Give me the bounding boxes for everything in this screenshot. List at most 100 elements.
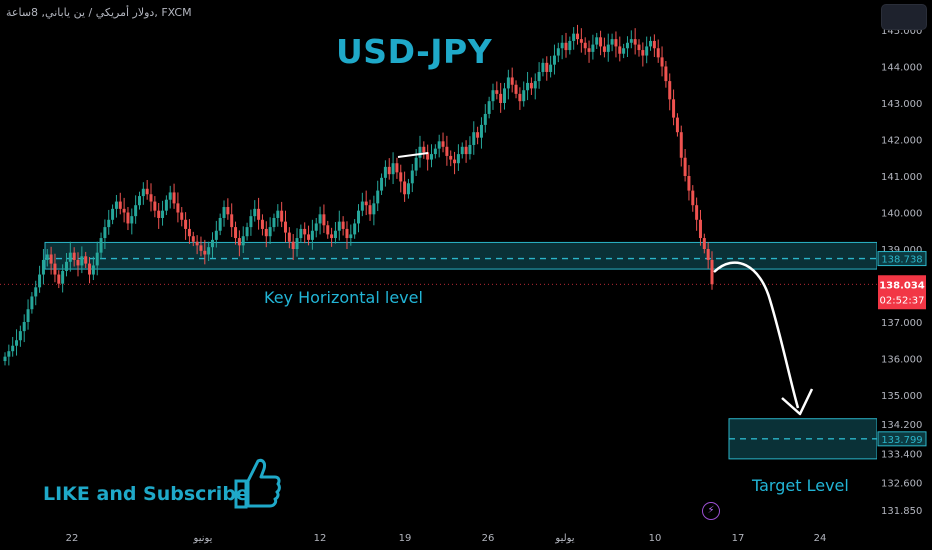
candle-body — [537, 71, 541, 82]
candle-body — [3, 356, 7, 362]
candle-body — [453, 159, 457, 164]
price-tick-label: 139.000 — [881, 245, 922, 256]
candle-body — [237, 238, 241, 246]
candle-body — [111, 208, 115, 220]
candle-body — [618, 46, 622, 54]
candle-body — [191, 236, 195, 242]
candle-body — [49, 254, 53, 264]
candle-body — [230, 214, 234, 228]
candle-body — [564, 42, 568, 51]
candle-body — [264, 228, 268, 237]
candle-body — [360, 201, 364, 211]
candle-body — [568, 40, 572, 51]
candle-body — [591, 44, 595, 52]
candle-body — [22, 322, 26, 332]
candle-body — [260, 219, 264, 229]
price-tick-label: 141.000 — [881, 172, 922, 183]
price-axis[interactable]: 145.000 144.000 143.000 142.000 141.000 140.0… — [877, 0, 932, 550]
price-tick-label: 140.000 — [881, 209, 922, 220]
candle-body — [529, 82, 533, 89]
candle-body — [610, 39, 614, 45]
candle-body — [91, 265, 95, 275]
trend-segment — [397, 152, 429, 158]
candle-body — [495, 90, 499, 94]
candle-body — [487, 101, 491, 114]
candle-body — [241, 236, 245, 246]
candle-body — [187, 228, 191, 237]
candle-body — [483, 113, 487, 125]
candle-body — [499, 93, 503, 103]
candle-body — [476, 132, 480, 138]
candle-body — [364, 201, 368, 206]
candle-body — [683, 157, 687, 176]
price-tick-label: 144.000 — [881, 63, 922, 74]
candle-body — [53, 263, 57, 275]
candle-body — [629, 39, 633, 43]
candle-body — [18, 331, 22, 341]
candle-body — [426, 152, 430, 160]
countdown-tag: 02:52:37 — [880, 295, 925, 306]
candle-body — [376, 190, 380, 204]
candle-body — [11, 345, 15, 352]
candle-body — [545, 62, 549, 72]
candle-body — [57, 274, 61, 284]
candle-body — [587, 48, 591, 52]
candle-body — [572, 33, 576, 41]
candle-body — [26, 309, 30, 322]
candle-body — [180, 212, 184, 220]
candle-body — [168, 192, 172, 200]
candle-body — [322, 214, 326, 226]
candle-body — [353, 223, 357, 235]
candle-body — [210, 239, 214, 248]
symbol-info: دولار أمريكي / ين ياباني, 8ساعة, FXCM — [6, 6, 192, 19]
candle-body — [472, 132, 476, 145]
candle-body — [15, 340, 19, 346]
key-horizontal-zone — [44, 241, 878, 270]
candle-body — [287, 232, 291, 242]
current-price-tag: 138.034 — [879, 280, 925, 291]
price-tick-label: 145.000 — [881, 26, 922, 37]
candle-body — [633, 39, 637, 45]
candle-body — [514, 84, 518, 94]
time-axis[interactable]: 22 يونيو 12 19 26 يوليو 10 17 24 — [66, 533, 827, 544]
candle-body — [595, 37, 599, 45]
candle-body — [318, 214, 322, 224]
candle-body — [691, 190, 695, 206]
chart-menu-button[interactable] — [881, 4, 927, 30]
price-tick-label: 143.000 — [881, 99, 922, 110]
candle-body — [280, 210, 284, 222]
forecast-arrow — [713, 261, 800, 409]
candle-body — [249, 216, 253, 228]
target-level-label: Target Level — [752, 476, 849, 495]
candle-body — [645, 46, 649, 56]
candle-body — [291, 241, 295, 249]
candle-body — [668, 81, 672, 100]
candle-body — [307, 234, 311, 240]
candle-body — [134, 205, 138, 217]
candle-body — [184, 219, 188, 229]
time-tick-label: يونيو — [193, 533, 213, 544]
price-tick-label: 137.000 — [881, 318, 922, 329]
candle-body — [99, 238, 103, 253]
candle-body — [556, 48, 560, 56]
price-tick-label: 132.600 — [881, 479, 922, 490]
candles — [3, 24, 714, 366]
candle-body — [706, 249, 710, 260]
candle-body — [464, 146, 468, 155]
candle-body — [541, 62, 545, 72]
candle-body — [303, 228, 307, 235]
candle-body — [672, 99, 676, 118]
lightning-icon[interactable]: ⚡ — [702, 502, 720, 520]
thumbs-up-icon — [234, 458, 281, 509]
candle-body — [7, 351, 11, 357]
candle-body — [368, 205, 372, 215]
candle-body — [84, 256, 88, 264]
candle-body — [172, 192, 176, 204]
time-tick-label: 17 — [732, 533, 745, 544]
chart-title: USD-JPY — [336, 32, 493, 71]
candle-body — [479, 124, 483, 138]
candle-body — [107, 219, 111, 228]
time-tick-label: 22 — [66, 533, 79, 544]
candle-body — [576, 33, 580, 40]
